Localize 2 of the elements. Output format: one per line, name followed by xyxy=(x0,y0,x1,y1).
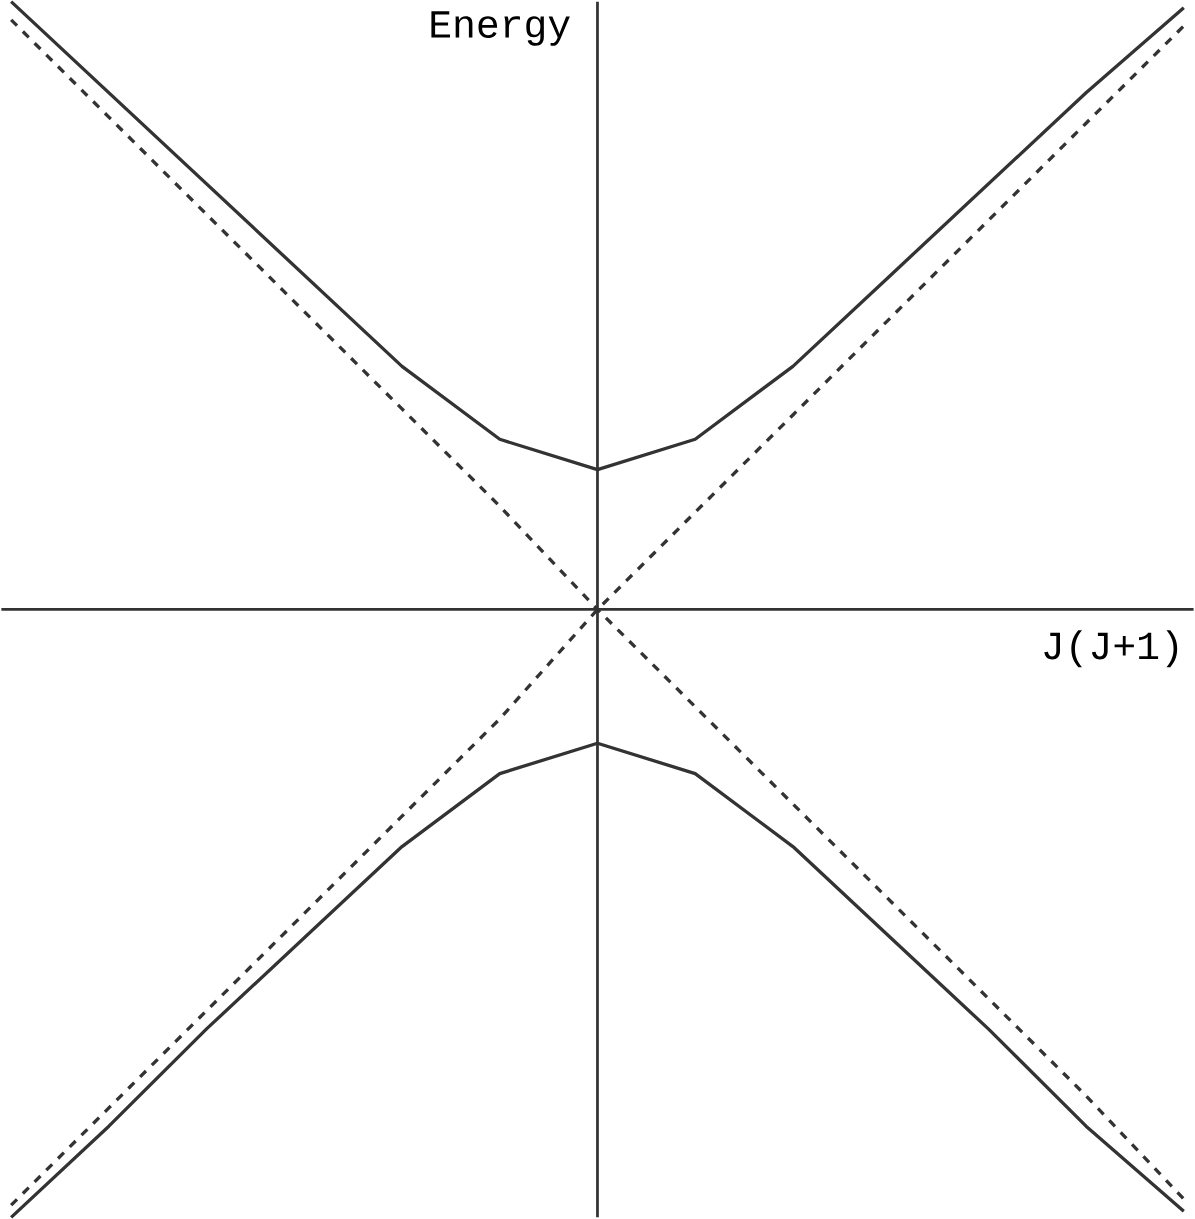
x-axis-title: J(J+1) xyxy=(1044,630,1178,668)
y-axis-title: Energy xyxy=(431,11,570,46)
